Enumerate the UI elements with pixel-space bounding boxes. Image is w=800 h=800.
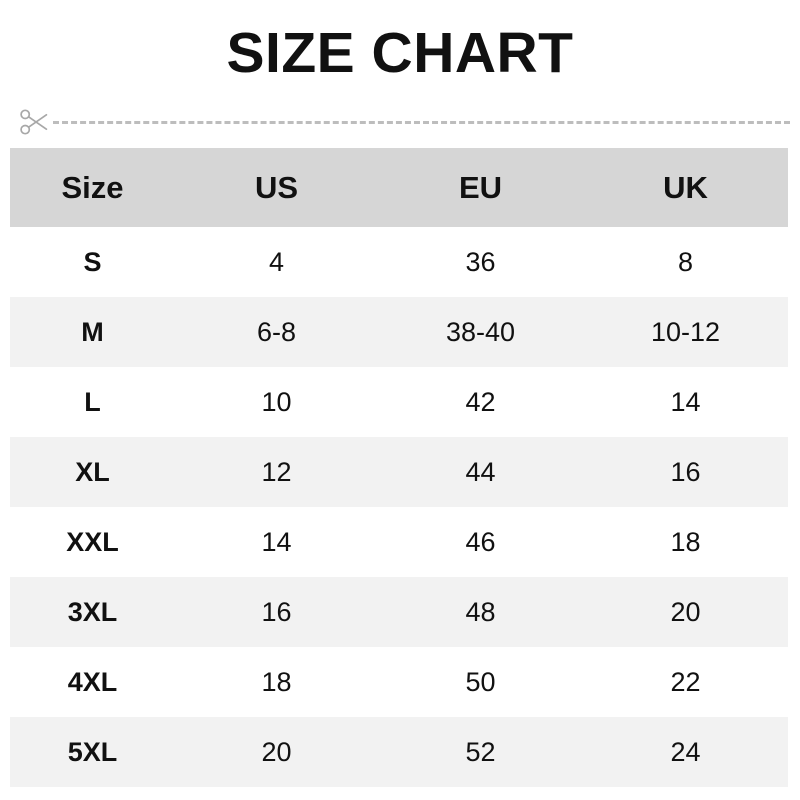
dashed-cut-line xyxy=(53,120,790,124)
cell-uk: 20 xyxy=(583,577,788,647)
cell-us: 4 xyxy=(175,227,378,297)
cell-eu: 46 xyxy=(378,507,583,577)
table-row: M 6-8 38-40 10-12 xyxy=(10,297,788,367)
cell-size: M xyxy=(10,297,175,367)
cell-uk: 14 xyxy=(583,367,788,437)
cell-eu: 48 xyxy=(378,577,583,647)
cell-uk: 18 xyxy=(583,507,788,577)
cell-us: 16 xyxy=(175,577,378,647)
cell-size: XL xyxy=(10,437,175,507)
cell-eu: 50 xyxy=(378,647,583,717)
cell-uk: 24 xyxy=(583,717,788,787)
column-header-size: Size xyxy=(10,148,175,227)
page-title: SIZE CHART xyxy=(226,21,574,85)
cell-size: XXL xyxy=(10,507,175,577)
cell-size: S xyxy=(10,227,175,297)
table-row: XL 12 44 16 xyxy=(10,437,788,507)
cell-uk: 16 xyxy=(583,437,788,507)
cell-us: 18 xyxy=(175,647,378,717)
cell-us: 14 xyxy=(175,507,378,577)
cell-us: 20 xyxy=(175,717,378,787)
cell-us: 12 xyxy=(175,437,378,507)
cell-us: 10 xyxy=(175,367,378,437)
table-row: 4XL 18 50 22 xyxy=(10,647,788,717)
table-row: L 10 42 14 xyxy=(10,367,788,437)
table-header-row: Size US EU UK xyxy=(10,148,788,227)
cell-us: 6-8 xyxy=(175,297,378,367)
cell-size: 5XL xyxy=(10,717,175,787)
cell-size: 4XL xyxy=(10,647,175,717)
scissors-icon xyxy=(20,109,48,135)
column-header-us: US xyxy=(175,148,378,227)
cell-eu: 36 xyxy=(378,227,583,297)
cell-eu: 52 xyxy=(378,717,583,787)
cell-size: L xyxy=(10,367,175,437)
column-header-uk: UK xyxy=(583,148,788,227)
size-chart-table: Size US EU UK S 4 36 8 M 6-8 38-40 10-12… xyxy=(10,148,788,787)
cut-line xyxy=(18,104,790,140)
cell-size: 3XL xyxy=(10,577,175,647)
table-row: 3XL 16 48 20 xyxy=(10,577,788,647)
cell-eu: 44 xyxy=(378,437,583,507)
column-header-eu: EU xyxy=(378,148,583,227)
cell-uk: 8 xyxy=(583,227,788,297)
cell-eu: 42 xyxy=(378,367,583,437)
table-row: S 4 36 8 xyxy=(10,227,788,297)
cell-eu: 38-40 xyxy=(378,297,583,367)
cell-uk: 10-12 xyxy=(583,297,788,367)
table-row: 5XL 20 52 24 xyxy=(10,717,788,787)
table-row: XXL 14 46 18 xyxy=(10,507,788,577)
cell-uk: 22 xyxy=(583,647,788,717)
